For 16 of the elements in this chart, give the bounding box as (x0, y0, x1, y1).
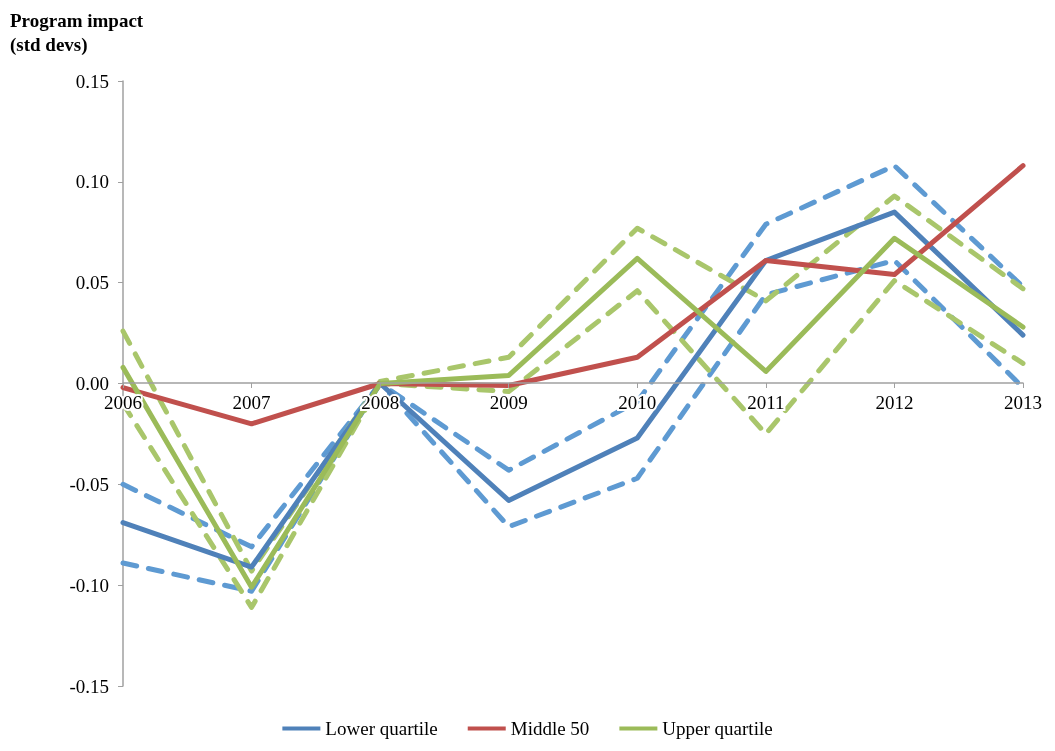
y-tick-label: -0.15 (69, 675, 109, 697)
y-tick-label: -0.10 (69, 574, 109, 596)
y-tick-label: 0.05 (75, 272, 109, 294)
legend-label: Upper quartile (662, 718, 773, 739)
legend-label: Lower quartile (325, 718, 438, 739)
y-axis-title: Program impact (std devs) (10, 9, 144, 56)
legend-label: Middle 50 (510, 718, 590, 739)
y-tick-label: 0.10 (75, 171, 109, 193)
x-tick-label: 2007 (232, 392, 271, 413)
y-tick-label: -0.05 (69, 473, 109, 495)
y-tick-label: 0.00 (75, 373, 109, 394)
x-tick-label: 2009 (489, 392, 528, 413)
x-tick-label: 2013 (1004, 392, 1042, 413)
x-tick-label: 2011 (747, 392, 785, 413)
y-tick-label: 0.15 (75, 70, 109, 92)
x-tick-label: 2012 (875, 392, 914, 413)
